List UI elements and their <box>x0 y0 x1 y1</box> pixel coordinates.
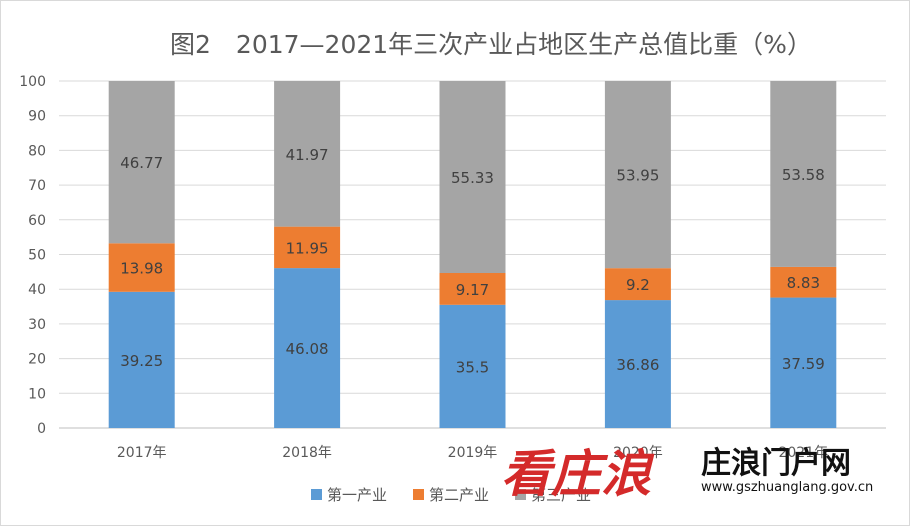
bar-segment <box>439 272 506 305</box>
x-tick-label: 2017年 <box>117 445 167 461</box>
legend-swatch <box>413 489 424 500</box>
bar-segment <box>274 81 341 227</box>
x-tick-label: 2018年 <box>282 445 332 461</box>
data-label: 41.97 <box>286 146 329 164</box>
y-tick-label: 50 <box>28 248 46 264</box>
data-label: 46.77 <box>120 154 163 172</box>
legend-swatch <box>515 489 526 500</box>
bar-segment <box>770 81 837 267</box>
bar-segment <box>770 297 837 428</box>
legend-entry: 第一产业 <box>327 486 387 504</box>
chart-title: 图2 2017—2021年三次产业占地区生产总值比重（%） <box>170 30 812 59</box>
y-tick-label: 70 <box>28 178 46 194</box>
y-tick-label: 80 <box>28 143 46 159</box>
bar-segment <box>274 268 341 428</box>
data-label: 39.25 <box>120 352 163 370</box>
y-tick-label: 40 <box>28 282 46 298</box>
watermark-brand-red: 看庄浪 <box>501 444 655 503</box>
data-label: 46.08 <box>286 340 329 358</box>
y-tick-label: 100 <box>19 74 46 90</box>
x-tick-label: 2020年 <box>613 445 663 461</box>
y-tick-label: 30 <box>28 317 46 333</box>
y-axis: 0 10 20 30 40 50 60 70 80 90 100 <box>19 74 46 437</box>
y-tick-label: 10 <box>28 386 46 402</box>
legend: 第一产业 第二产业 第三产业 <box>311 486 591 504</box>
watermark-logo: 看庄浪 庄浪门户网 www.gszhuanglang.gov.cn <box>501 444 873 503</box>
legend-entry: 第三产业 <box>531 486 591 504</box>
watermark-brand-black: 庄浪门户网 <box>701 446 851 481</box>
bar-segment <box>108 81 175 244</box>
watermark-url: www.gszhuanglang.gov.cn <box>701 480 873 495</box>
legend-swatch <box>311 489 322 500</box>
data-label: 36.86 <box>616 356 659 374</box>
bars: 39.25 13.98 46.77 46.08 11.95 41.97 35.5 9.17 55… <box>108 80 837 428</box>
bar-segment <box>604 268 671 301</box>
y-tick-label: 0 <box>37 421 46 437</box>
bar-segment <box>108 291 175 428</box>
bar-segment <box>604 80 671 269</box>
data-label: 37.59 <box>782 355 825 373</box>
data-label: 53.95 <box>616 167 659 185</box>
legend-entry: 第二产业 <box>429 486 489 504</box>
y-tick-label: 90 <box>28 109 46 125</box>
y-tick-label: 20 <box>28 352 46 368</box>
data-label: 55.33 <box>451 169 494 187</box>
data-label: 9.17 <box>456 281 489 299</box>
bar-segment <box>439 81 506 273</box>
data-label: 9.2 <box>626 276 650 294</box>
bar-segment <box>439 304 506 428</box>
bar-segment <box>604 300 671 428</box>
data-label: 53.58 <box>782 166 825 184</box>
x-tick-label: 2019年 <box>448 445 498 461</box>
x-axis: 2017年 2018年 2019年 2020年 2021年 <box>117 445 828 461</box>
data-label: 13.98 <box>120 260 163 278</box>
data-label: 35.5 <box>456 358 489 376</box>
data-label: 11.95 <box>286 239 329 257</box>
y-tick-label: 60 <box>28 213 46 229</box>
data-label: 8.83 <box>787 274 820 292</box>
bar-segment <box>274 226 341 269</box>
bar-segment <box>108 243 175 292</box>
x-tick-label: 2021年 <box>778 445 828 461</box>
bar-segment <box>770 266 837 298</box>
